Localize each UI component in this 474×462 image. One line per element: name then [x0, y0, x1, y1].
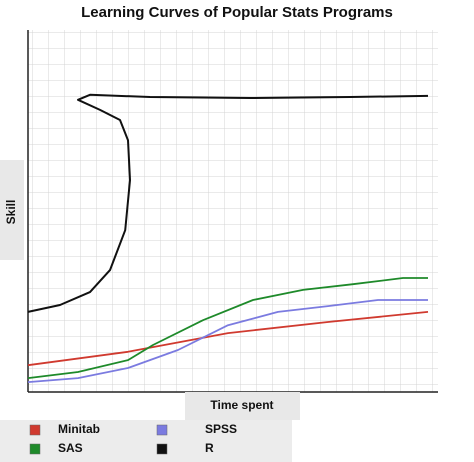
series-line — [27, 311, 429, 367]
y-axis-label: Skill — [4, 200, 18, 225]
series-line — [27, 277, 428, 379]
legend-swatch — [29, 443, 41, 455]
x-axis-label: Time spent — [210, 398, 273, 412]
legend-background — [0, 420, 292, 462]
plot-background — [28, 30, 438, 392]
chart-title: Learning Curves of Popular Stats Program… — [81, 4, 393, 21]
legend-swatch — [29, 424, 41, 436]
x-label-box — [185, 392, 300, 420]
legend-label: Minitab — [58, 422, 100, 436]
legend-label: SAS — [58, 441, 83, 455]
legend-swatch — [156, 424, 168, 436]
legend-label: R — [205, 441, 214, 455]
series-line — [27, 93, 429, 313]
legend-swatch — [156, 443, 168, 455]
legend-label: SPSS — [205, 422, 237, 436]
series-line — [27, 299, 428, 383]
y-label-box — [0, 160, 24, 260]
